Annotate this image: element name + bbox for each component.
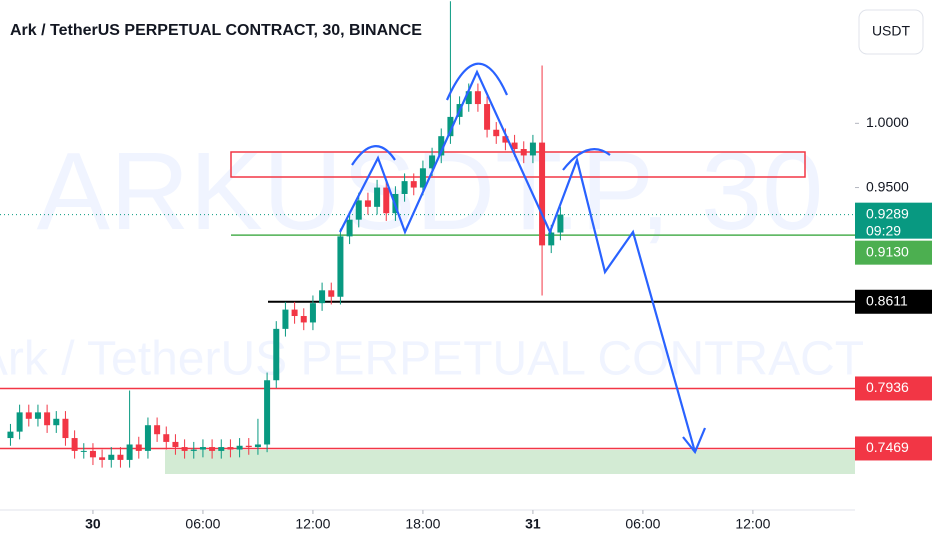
candle-body: [80, 450, 87, 452]
candle-body: [227, 447, 234, 450]
candle-body: [319, 290, 326, 304]
candle-body: [62, 418, 69, 439]
candle-body: [429, 155, 436, 169]
countdown-label: 09:29: [866, 222, 901, 238]
candle-body: [53, 418, 60, 426]
candle-body: [548, 232, 555, 246]
candle-body: [25, 412, 32, 419]
candle-body: [438, 136, 445, 156]
candle-body: [126, 444, 133, 460]
candle-body: [309, 303, 316, 323]
y-tick-label: 0.9500: [866, 178, 909, 194]
currency-button[interactable]: [858, 9, 924, 55]
candle-body: [484, 104, 491, 130]
x-tick-label: 12:00: [735, 516, 770, 532]
price-label-box: [855, 376, 932, 401]
candle-body: [520, 149, 527, 156]
candle-body: [419, 168, 426, 188]
price-label: 0.9130: [866, 243, 909, 259]
candle-body: [374, 187, 381, 207]
x-tick-label: 31: [525, 516, 541, 532]
candle-body: [383, 187, 390, 214]
candle-body: [236, 445, 243, 450]
candle-body: [218, 447, 225, 451]
y-tick-label: 1.0000: [866, 114, 909, 130]
candle-body: [502, 136, 509, 143]
arrow-head: [682, 427, 707, 455]
candle-body: [71, 438, 78, 451]
demand-zone: [165, 450, 855, 474]
candle-body: [7, 431, 14, 439]
candle-body: [300, 316, 307, 323]
price-label-box: [855, 289, 932, 314]
candle-body: [364, 200, 371, 207]
candle-body: [465, 91, 472, 105]
candle-body: [172, 441, 179, 448]
candle-body: [245, 445, 252, 448]
candle-body: [447, 116, 454, 137]
candle-body: [144, 425, 151, 451]
candle-body: [493, 129, 500, 137]
current-price-box: [855, 202, 932, 239]
candle-body: [511, 142, 518, 150]
candle-body: [44, 412, 51, 426]
x-tick-label: 12:00: [295, 516, 330, 532]
x-tick-label: 30: [85, 516, 101, 532]
candle-body: [34, 412, 41, 419]
candle-body: [328, 290, 335, 297]
resistance-zone: [230, 151, 806, 178]
candle-body: [209, 447, 216, 451]
pattern-drawing: [339, 62, 707, 455]
shoulder-arc: [351, 145, 396, 166]
candle-body: [16, 412, 23, 432]
candle-body: [254, 444, 261, 448]
candle-body: [117, 454, 124, 460]
candle-body: [199, 447, 206, 450]
candle-body: [346, 219, 353, 237]
watermark: ARKUSDT.P, 30: [37, 130, 824, 253]
shoulder-arc: [562, 148, 611, 171]
candle-body: [99, 457, 106, 460]
x-tick-label: 06:00: [185, 516, 220, 532]
head-arc: [445, 62, 509, 101]
candle-body: [474, 91, 481, 105]
current-price-label: 0.9289: [866, 205, 909, 221]
price-label: 0.7936: [866, 379, 909, 395]
price-label-box: [855, 436, 932, 461]
price-label: 0.8611: [866, 292, 908, 308]
candle-body: [282, 309, 289, 329]
price-label-box: [855, 240, 932, 265]
candle-body: [154, 425, 161, 435]
candle-body: [337, 236, 344, 297]
candle-body: [264, 380, 271, 445]
watermark-subtitle: Ark / TetherUS PERPETUAL CONTRACT: [0, 333, 864, 386]
price-label: 0.7469: [866, 439, 909, 455]
candle-body: [291, 309, 298, 317]
candle-body: [273, 328, 280, 381]
x-tick-label: 06:00: [625, 516, 660, 532]
candle-body: [557, 214, 564, 233]
candle-body: [355, 200, 362, 220]
candle-body: [89, 450, 96, 458]
currency-label[interactable]: USDT: [872, 23, 911, 39]
candle-body: [410, 181, 417, 188]
candle-body: [135, 444, 142, 451]
x-tick-label: 18:00: [405, 516, 440, 532]
plot: [0, 1, 855, 468]
chart-title: Ark / TetherUS PERPETUAL CONTRACT, 30, B…: [10, 22, 422, 39]
candle-body: [181, 447, 188, 451]
candle-body: [401, 181, 408, 194]
candle-body: [539, 142, 546, 246]
candle-body: [529, 142, 536, 156]
candle-body: [108, 454, 115, 460]
candle-body: [163, 434, 170, 442]
zigzag: [339, 69, 697, 453]
candle-body: [190, 449, 197, 451]
